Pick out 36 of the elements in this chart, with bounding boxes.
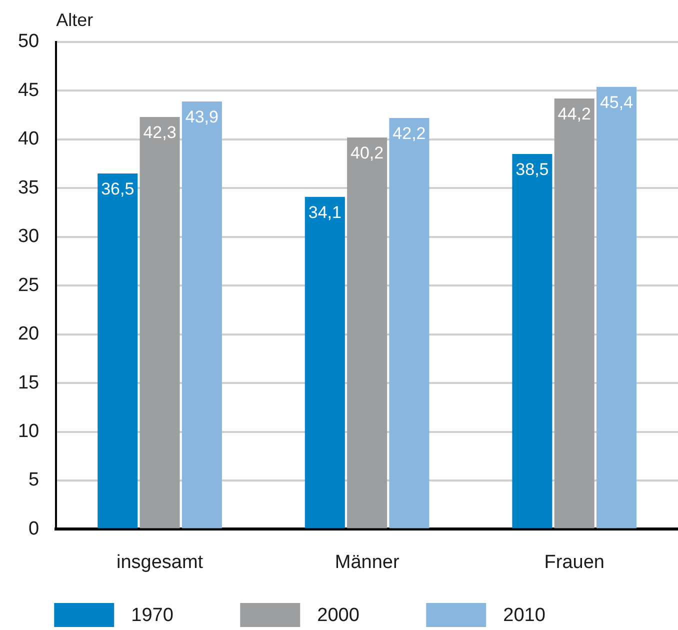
bar bbox=[140, 117, 180, 528]
bar bbox=[182, 101, 222, 528]
data-label: 38,5 bbox=[516, 160, 549, 180]
data-label: 42,2 bbox=[392, 124, 426, 144]
data-label: 42,3 bbox=[143, 123, 176, 142]
y-tick-label: 15 bbox=[18, 372, 40, 394]
y-tick-label: 45 bbox=[18, 80, 40, 101]
y-tick-label: 50 bbox=[18, 31, 40, 52]
x-tick-label: insgesamt bbox=[116, 552, 204, 573]
y-tick-label: 35 bbox=[18, 177, 40, 198]
y-tick-label: 0 bbox=[28, 518, 40, 540]
x-tick-label: Männer bbox=[334, 552, 400, 573]
y-axis-title: Alter bbox=[56, 10, 94, 30]
y-tick-label: 10 bbox=[18, 420, 40, 442]
bar bbox=[596, 86, 637, 528]
y-tick-label: 40 bbox=[18, 128, 40, 150]
legend-label: 2000 bbox=[317, 605, 360, 626]
data-label: 45,4 bbox=[600, 93, 634, 112]
data-label: 43,9 bbox=[185, 108, 218, 127]
data-label: 44,2 bbox=[558, 104, 591, 124]
y-tick-label: 25 bbox=[18, 274, 40, 296]
x-tick-label: Frauen bbox=[544, 552, 604, 573]
bar bbox=[512, 154, 552, 528]
legend-label: 2010 bbox=[503, 605, 546, 626]
y-tick-label: 30 bbox=[18, 226, 40, 248]
y-tick-label: 5 bbox=[28, 470, 40, 491]
data-label: 34,1 bbox=[308, 203, 342, 222]
bar bbox=[347, 137, 388, 528]
data-label: 40,2 bbox=[350, 144, 384, 163]
bar bbox=[98, 174, 138, 528]
bar bbox=[554, 98, 594, 528]
y-tick-label: 20 bbox=[18, 324, 40, 345]
legend-label: 1970 bbox=[131, 605, 174, 626]
data-label: 36,5 bbox=[101, 180, 134, 199]
bar bbox=[389, 118, 430, 528]
bar bbox=[304, 196, 345, 528]
